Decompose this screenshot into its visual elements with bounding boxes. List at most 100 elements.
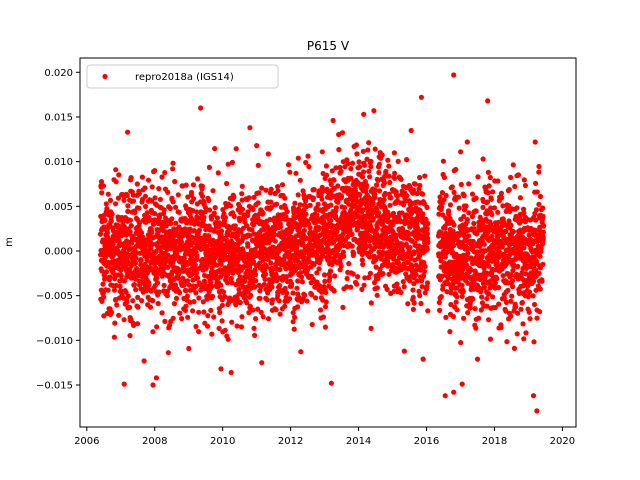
data-point — [256, 260, 263, 266]
data-point — [177, 310, 183, 316]
data-point — [231, 194, 237, 200]
data-point — [165, 189, 171, 195]
data-point — [152, 168, 158, 174]
data-point — [391, 150, 397, 156]
data-point — [190, 308, 196, 314]
data-point — [518, 306, 524, 312]
data-point — [101, 294, 107, 300]
data-point — [536, 201, 542, 207]
data-point — [152, 195, 158, 201]
data-point — [292, 200, 298, 206]
data-point — [234, 296, 240, 302]
data-point — [128, 175, 134, 181]
data-point — [209, 283, 215, 289]
data-point — [183, 182, 189, 188]
data-point — [339, 194, 345, 200]
data-point — [211, 314, 217, 320]
data-point — [108, 218, 114, 224]
data-point — [253, 316, 259, 322]
data-point — [349, 160, 356, 166]
data-point — [291, 326, 297, 332]
data-point — [510, 162, 516, 168]
data-point — [454, 307, 460, 313]
data-point — [449, 184, 455, 190]
data-point — [218, 282, 224, 288]
data-point — [222, 294, 228, 300]
data-point — [314, 270, 320, 276]
data-point — [442, 393, 448, 399]
data-point — [466, 181, 472, 187]
data-point — [162, 318, 168, 324]
x-tick-label: 2016 — [414, 436, 439, 447]
data-point — [486, 291, 492, 297]
data-point — [489, 233, 495, 240]
data-point — [492, 304, 498, 311]
data-point — [474, 356, 481, 362]
data-point — [322, 324, 328, 330]
data-point — [420, 211, 426, 217]
data-point — [309, 292, 315, 298]
data-point — [210, 293, 216, 299]
data-point — [315, 201, 321, 207]
data-point — [170, 315, 176, 321]
data-point — [376, 188, 383, 194]
data-point — [311, 186, 317, 193]
data-point — [298, 274, 305, 280]
data-point — [490, 294, 496, 300]
data-point — [187, 299, 193, 305]
data-point — [297, 177, 303, 183]
data-point — [407, 245, 413, 251]
data-point — [136, 205, 142, 211]
data-point — [121, 381, 127, 387]
y-tick-label: −0.015 — [36, 381, 73, 392]
y-tick-label: −0.010 — [36, 336, 73, 347]
data-point — [322, 278, 328, 284]
data-point — [99, 298, 105, 304]
data-point — [242, 278, 248, 284]
data-point — [536, 163, 542, 170]
data-point — [207, 207, 213, 213]
data-point — [127, 304, 133, 310]
data-point — [345, 161, 351, 167]
data-point — [331, 177, 337, 183]
data-point — [239, 197, 245, 203]
data-point — [295, 192, 301, 198]
data-point — [225, 232, 231, 238]
data-point — [486, 263, 492, 269]
data-point — [199, 193, 206, 199]
data-point — [114, 302, 120, 308]
data-point — [488, 196, 494, 202]
data-point — [228, 203, 234, 209]
data-point — [348, 166, 354, 172]
data-point — [251, 325, 257, 331]
data-point — [238, 324, 245, 330]
data-point — [500, 273, 506, 279]
data-point — [279, 182, 286, 188]
data-point — [508, 272, 514, 278]
data-point — [424, 280, 431, 286]
data-point — [409, 263, 415, 269]
data-point — [216, 306, 222, 312]
data-point — [195, 176, 201, 182]
data-point — [416, 288, 422, 294]
data-point — [377, 266, 383, 272]
data-point — [443, 314, 449, 320]
data-point — [422, 290, 428, 296]
data-point — [330, 117, 336, 124]
data-point — [360, 148, 366, 154]
data-point — [331, 288, 337, 294]
legend-box — [86, 64, 279, 89]
data-point — [512, 183, 518, 190]
data-point — [125, 129, 131, 135]
data-point — [121, 223, 127, 229]
data-point — [508, 313, 514, 319]
data-point — [436, 299, 442, 306]
data-point — [379, 152, 385, 158]
x-tick-label: 2014 — [346, 436, 371, 447]
data-point — [386, 163, 392, 169]
data-point — [424, 226, 430, 232]
data-point — [250, 307, 256, 313]
data-point — [401, 284, 407, 290]
data-point — [451, 72, 457, 78]
data-point — [297, 270, 304, 276]
